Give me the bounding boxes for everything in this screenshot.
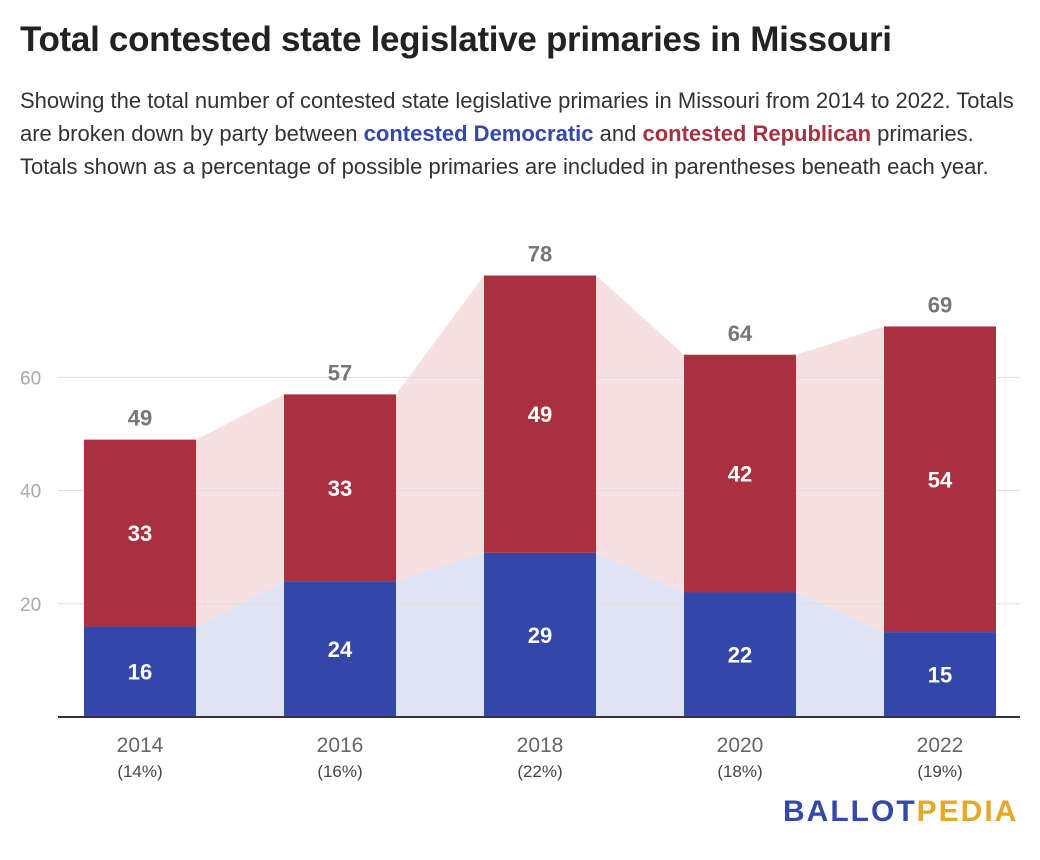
x-sublabel-2016: (16%) [317,762,362,781]
bar-dem-2018 [484,552,596,717]
ballotpedia-logo: BALLOTPEDIA [783,795,1018,829]
chart-title: Total contested state legislative primar… [20,20,892,59]
bar-rep-2018 [484,275,596,553]
x-sublabel-2018: (22%) [517,762,562,781]
subtitle-text-1: Showing the total number of contested st… [20,88,1014,146]
subtitle-text-2: primaries. Totals shown as a percentage … [20,121,989,179]
x-sublabel-2022: (19%) [917,762,962,781]
data-label-rep-2014: 33 [128,521,152,546]
x-tick-label-2018: 2018 [517,734,564,757]
bar-dem-2020 [684,592,796,717]
data-label-dem-2018: 29 [528,623,552,648]
bar-rep-2022 [884,326,996,633]
y-tick-label-40: 40 [20,482,41,503]
x-sublabel-2014: (14%) [117,762,162,781]
x-tick-label-2022: 2022 [917,734,964,757]
total-label-2018: 78 [528,242,552,267]
data-label-dem-2016: 24 [328,637,353,662]
total-label-2014: 49 [128,406,152,431]
data-label-dem-2022: 15 [928,663,952,688]
logo-part-ballot: BALLOT [783,795,917,828]
total-label-2022: 69 [928,292,952,317]
data-label-dem-2014: 16 [128,660,152,685]
data-label-rep-2022: 54 [928,467,953,492]
x-tick-label-2014: 2014 [117,734,164,757]
subtitle-text-and: and [593,121,643,146]
bar-dem-2014 [84,626,196,717]
data-label-dem-2020: 22 [728,643,752,668]
bar-rep-2014 [84,439,196,627]
total-label-2016: 57 [328,360,352,385]
chart-subtitle: Showing the total number of contested st… [20,84,1020,183]
x-tick-label-2020: 2020 [717,734,764,757]
bar-rep-2020 [684,354,796,593]
x-tick-label-2016: 2016 [317,734,364,757]
bar-dem-2016 [284,581,396,717]
total-label-2020: 64 [728,321,753,346]
x-sublabel-2020: (18%) [717,762,762,781]
data-label-rep-2020: 42 [728,462,752,487]
data-label-rep-2016: 33 [328,476,352,501]
subtitle-rep-label: contested Republican [642,121,872,146]
stacked-bar-chart: 20 40 60 16 33 49 2014 (14%) 24 33 57 2016 (16%) 29 49… [20,242,1020,781]
bar-dem-2022 [884,632,996,717]
data-label-rep-2018: 49 [528,402,552,427]
y-tick-label-60: 60 [20,368,41,389]
y-tick-label-20: 20 [20,595,41,616]
subtitle-dem-label: contested Democratic [363,121,594,146]
logo-part-pedia: PEDIA [916,795,1019,828]
bar-rep-2016 [284,394,396,582]
